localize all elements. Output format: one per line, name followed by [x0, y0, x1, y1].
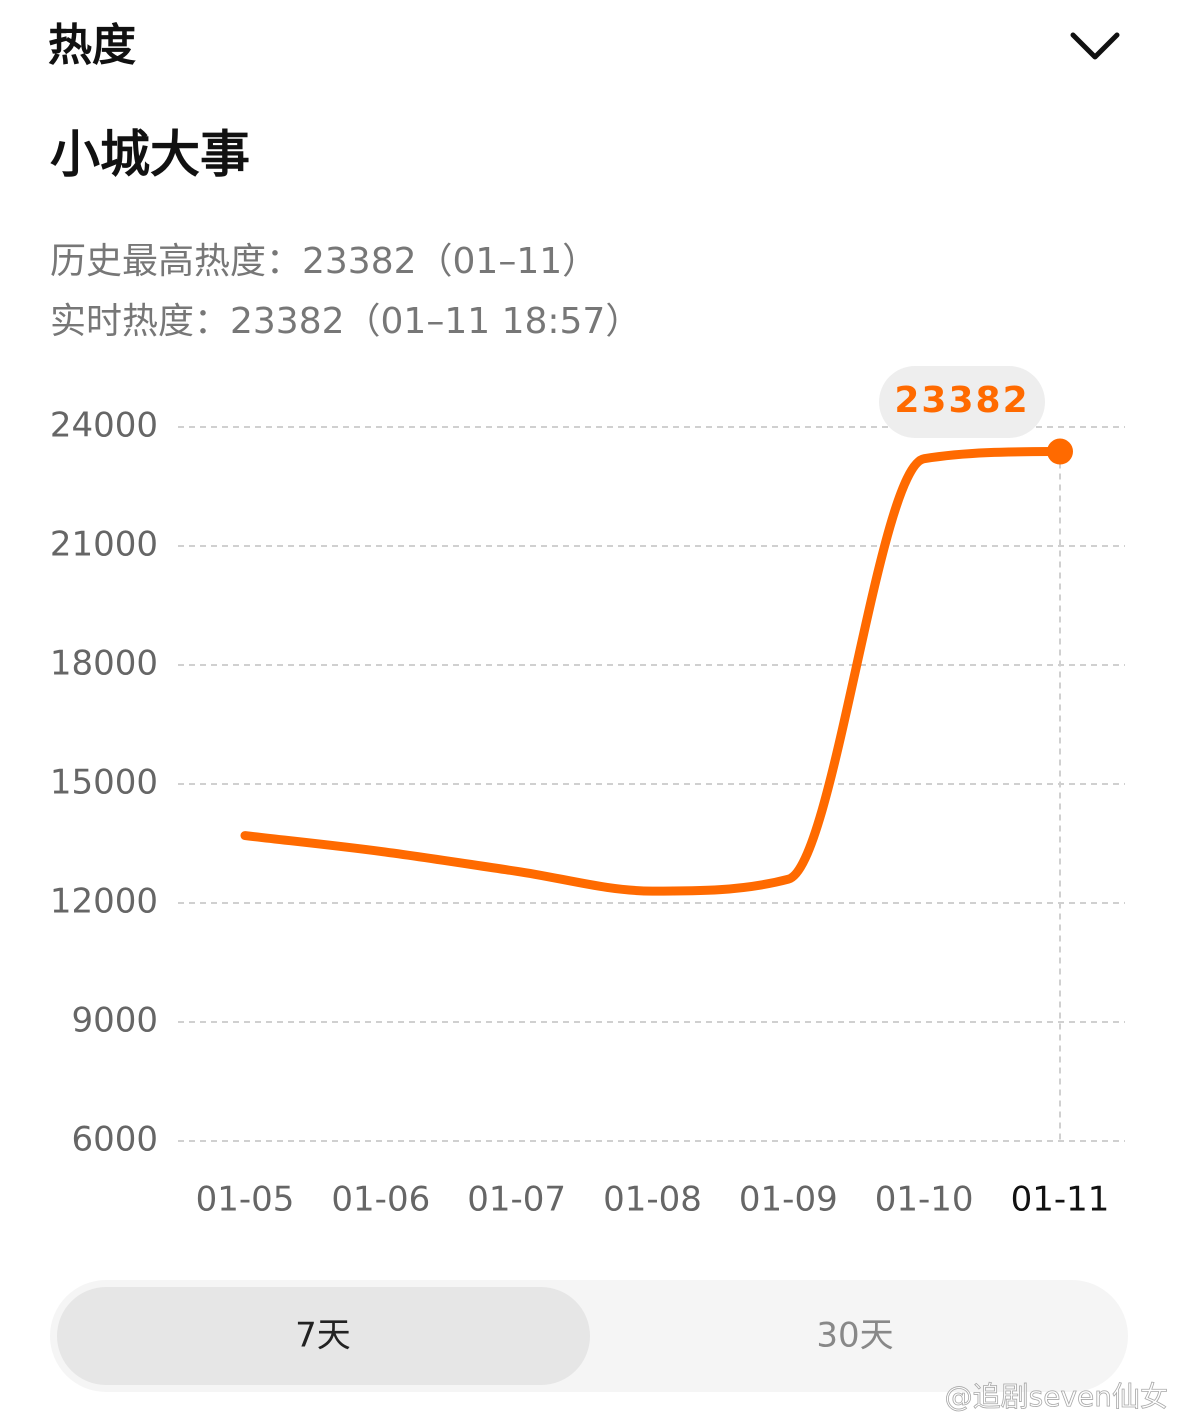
- y-tick-label: 9000: [71, 1001, 158, 1041]
- y-tick-label: 24000: [50, 406, 158, 446]
- x-tick-label: 01-08: [603, 1180, 702, 1220]
- y-tick-label: 21000: [50, 525, 158, 565]
- x-tick-label: 01-05: [196, 1180, 295, 1220]
- realtime-heat: 实时热度：23382（01–11 18:57）: [50, 301, 641, 342]
- heat-line: [240, 447, 1065, 896]
- heat-chart: 6000 9000 12000 15000 18000 21000 24000 01-05 01…: [50, 366, 1125, 1220]
- focus-point: [1047, 438, 1073, 465]
- y-tick-label: 15000: [50, 763, 158, 803]
- y-tick-label: 18000: [50, 644, 158, 684]
- value-label: 23382: [894, 380, 1029, 421]
- record-heat: 历史最高热度：23382（01–11）: [50, 241, 598, 282]
- collapse-chevron[interactable]: [1070, 32, 1120, 60]
- x-tick-label: 01-06: [331, 1180, 430, 1220]
- x-tick-label: 01-07: [467, 1180, 566, 1220]
- x-tick-label: 01-11: [1011, 1180, 1110, 1220]
- topic-title: 小城大事: [50, 126, 250, 184]
- header-title: 热度: [48, 20, 136, 71]
- x-tick-label: 01-09: [739, 1180, 838, 1220]
- active-tab-bg: [57, 1287, 590, 1385]
- y-tick-label: 6000: [71, 1120, 158, 1160]
- tab-30d[interactable]: 30天: [816, 1316, 893, 1356]
- x-tick-label: 01-10: [875, 1180, 974, 1220]
- value-badge: [879, 366, 1045, 438]
- watermark: @追剧seven仙女: [945, 1380, 1168, 1413]
- tab-7d[interactable]: 7天: [295, 1316, 351, 1356]
- y-tick-label: 12000: [50, 882, 158, 922]
